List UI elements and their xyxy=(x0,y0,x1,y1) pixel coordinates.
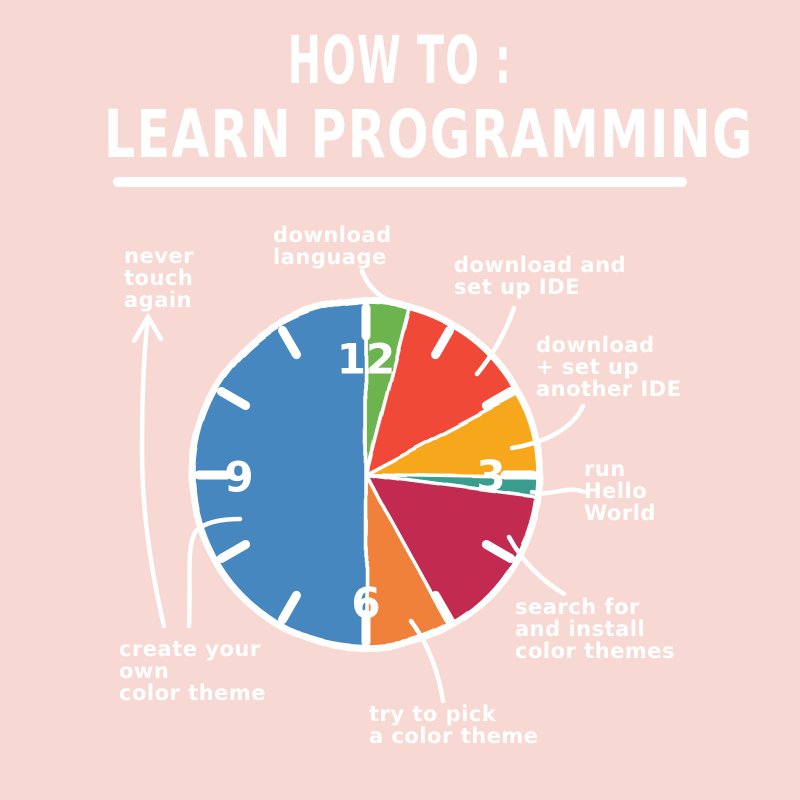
callout-never-touch-again: never touch again xyxy=(124,244,194,312)
poster-title-line1: HOW TO : xyxy=(287,22,513,99)
leader-create-own-theme xyxy=(186,516,243,629)
title-underline xyxy=(113,177,687,187)
clock-tick-7 xyxy=(278,590,301,625)
clock-number-9: 9 xyxy=(224,453,253,502)
leader-try-pick-theme xyxy=(408,618,446,704)
leader-download-setup-ide xyxy=(474,305,517,377)
never-touch-arrow-line xyxy=(139,315,167,629)
clock-tick-8 xyxy=(216,540,251,563)
callout-search-install-themes: search for and install color themes xyxy=(515,595,676,663)
clock-tick-1 xyxy=(431,325,454,360)
poster-title-line2: LEARN PROGRAMMING xyxy=(104,96,754,173)
callout-download-setup-ide: download and set up IDE xyxy=(454,253,627,299)
clock-rim xyxy=(189,298,543,652)
callout-download-language: download language xyxy=(273,223,392,269)
never-touch-arrow-head xyxy=(131,312,164,344)
callout-create-own-theme: create your own color theme xyxy=(119,637,267,705)
leader-download-another-ide xyxy=(509,403,586,451)
clock-number-12: 12 xyxy=(337,335,395,384)
callout-download-another-ide: download + set up another IDE xyxy=(536,333,682,401)
clock-tick-11 xyxy=(278,325,301,360)
clock-numbers: 12 3 6 9 xyxy=(224,335,505,628)
callout-run-hello-world: run Hello World xyxy=(584,457,656,525)
leader-run-hello-world xyxy=(529,487,587,496)
leader-search-install-themes xyxy=(506,534,567,597)
clock-tick-10 xyxy=(216,387,251,410)
leader-lines xyxy=(131,268,587,704)
clock-number-6: 6 xyxy=(351,579,380,628)
clock-tick-4 xyxy=(481,540,516,563)
clock-ticks xyxy=(194,303,538,647)
callout-try-pick-theme: try to pick a color theme xyxy=(369,702,539,748)
clock-tick-5 xyxy=(431,590,454,625)
clock-tick-2 xyxy=(481,387,516,410)
leader-download-language xyxy=(359,268,399,306)
clock-number-3: 3 xyxy=(476,452,505,501)
